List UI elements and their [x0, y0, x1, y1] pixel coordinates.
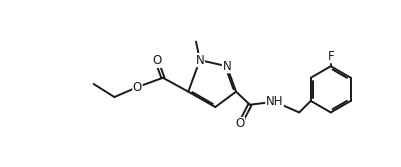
Text: O: O — [235, 118, 244, 130]
Text: F: F — [327, 50, 333, 63]
Text: O: O — [133, 80, 142, 94]
Text: N: N — [222, 60, 231, 73]
Text: NH: NH — [265, 95, 283, 108]
Text: O: O — [152, 54, 161, 67]
Text: N: N — [195, 54, 204, 67]
